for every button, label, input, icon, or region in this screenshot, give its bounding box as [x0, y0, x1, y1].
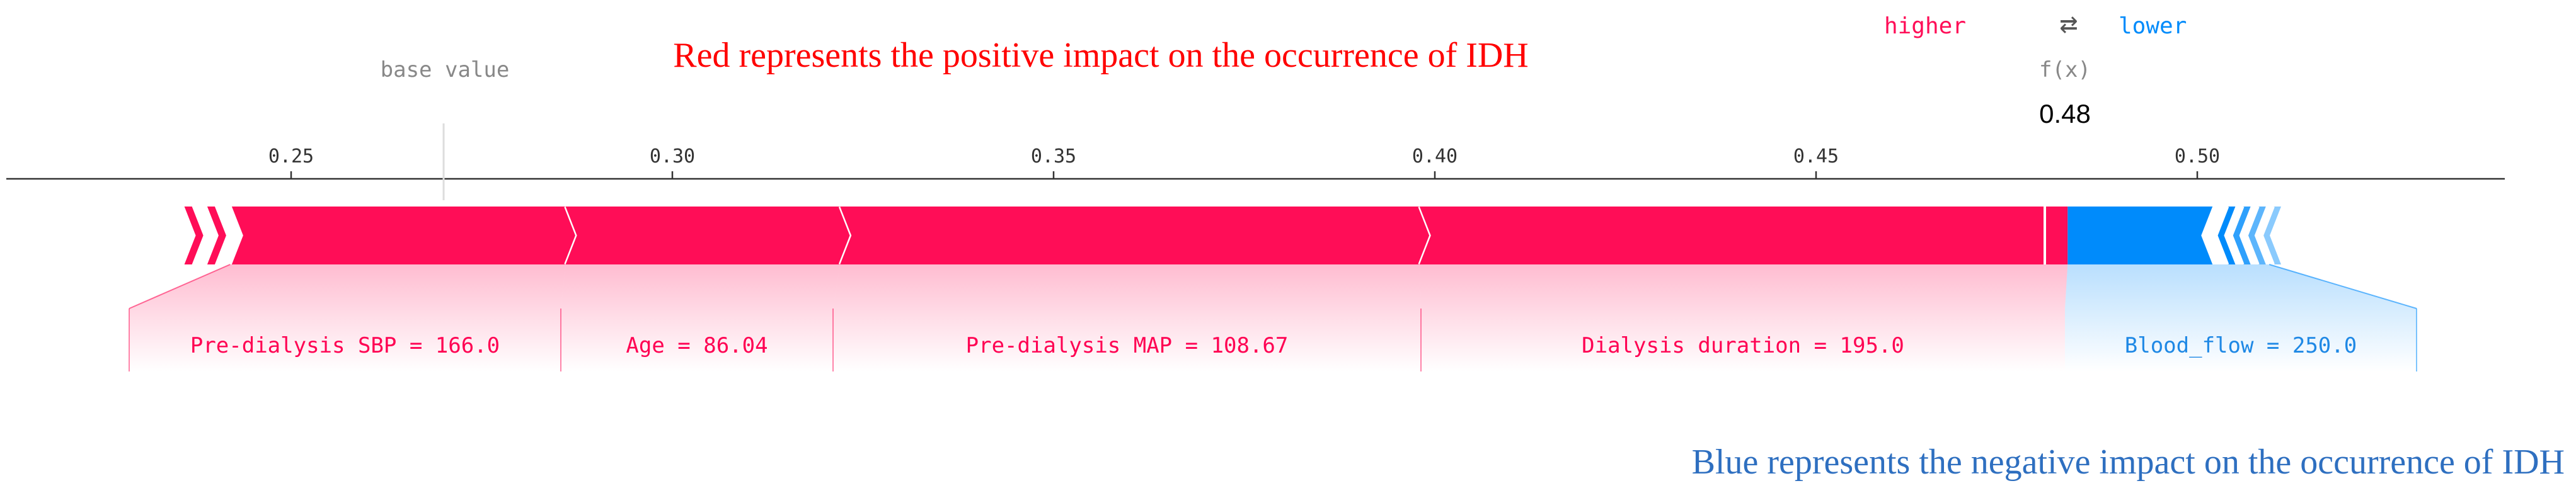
minor-positive-chevron [207, 207, 226, 264]
legend-arrow-icon: ⇄ [2060, 6, 2078, 41]
legend-lower: lower [2119, 13, 2187, 39]
positive-force-segment [1419, 207, 2068, 264]
tick-label: 0.45 [1793, 145, 1839, 167]
feature-label: Pre-dialysis SBP = 166.0 [190, 333, 500, 358]
legend-higher: higher [1884, 13, 1966, 39]
positive-force-segment [565, 207, 852, 264]
segment-separator [228, 206, 243, 265]
positive-force-segment [230, 207, 577, 264]
minor-negative-chevron [2231, 207, 2251, 264]
label-gradient [129, 264, 566, 371]
minor-negative-chevron [2262, 207, 2281, 264]
tick-label: 0.25 [268, 145, 314, 167]
negative-force-segment [2067, 207, 2213, 264]
tick-label: 0.30 [650, 145, 695, 167]
minor-negative-chevron [2216, 207, 2236, 264]
negative-annotation: Blue represents the negative impact on t… [1692, 443, 2565, 482]
label-gradient [2065, 264, 2417, 371]
fx-value: 0.48 [2039, 99, 2091, 128]
minor-negative-chevron [2246, 207, 2266, 264]
label-gradient [561, 264, 841, 371]
feature-label: Dialysis duration = 195.0 [1582, 333, 1904, 358]
tick-label: 0.35 [1031, 145, 1076, 167]
positive-force-segment [840, 207, 1431, 264]
segment-separator [2215, 206, 2229, 265]
feature-label: Pre-dialysis MAP = 108.67 [966, 333, 1289, 358]
base-value-label: base value [381, 57, 510, 82]
segment-separator [2260, 206, 2275, 265]
label-gradient [833, 264, 1421, 371]
tick-label: 0.40 [1412, 145, 1458, 167]
minor-positive-chevron [184, 207, 204, 264]
positive-annotation: Red represents the positive impact on th… [673, 36, 1529, 75]
segment-separator [2230, 206, 2245, 265]
feature-label: Age = 86.04 [626, 333, 768, 358]
label-connector [2268, 264, 2417, 309]
segment-separator [2245, 206, 2260, 265]
fx-label: f(x) [2039, 57, 2091, 82]
tick-label: 0.50 [2175, 145, 2220, 167]
label-connector [129, 264, 231, 309]
label-gradient [1419, 264, 2068, 371]
feature-label: Blood_flow = 250.0 [2125, 333, 2357, 358]
